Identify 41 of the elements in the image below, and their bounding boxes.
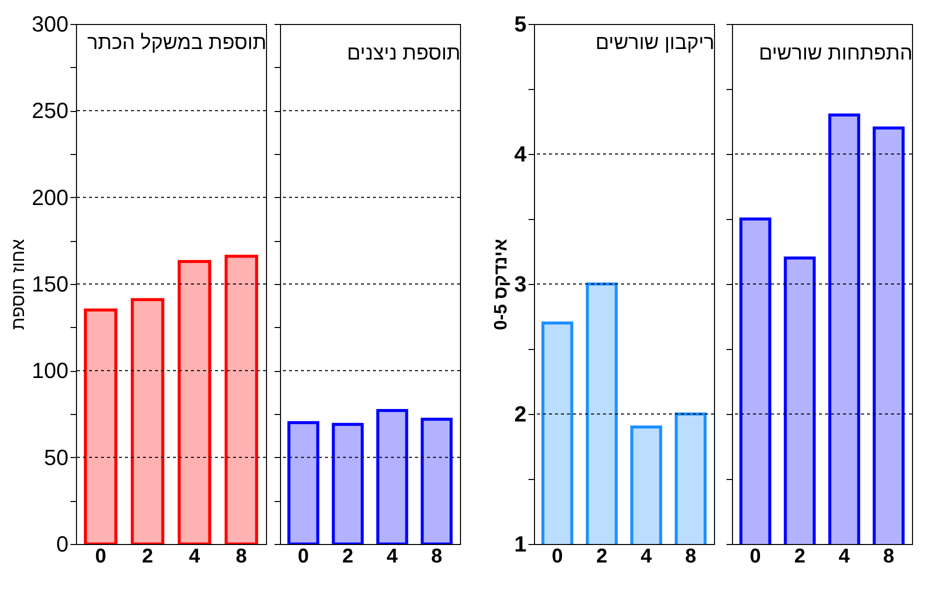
x-tick-label: 0 [298, 546, 309, 568]
y-axis-title: אחוז תוספת [8, 238, 28, 330]
y-tick-label: 250 [32, 98, 68, 124]
x-tick-label: 8 [883, 546, 894, 568]
y-tick-label: 50 [44, 444, 68, 470]
bar [287, 421, 320, 544]
bar [178, 260, 212, 544]
bar [420, 418, 453, 544]
y-tick-label: 1 [514, 532, 526, 556]
x-tick-label: 0 [95, 546, 106, 568]
x-tick-label: 4 [838, 546, 851, 568]
y-tick-label: 4 [514, 142, 528, 166]
x-tick-label: 8 [431, 546, 442, 568]
x-tick-label: 2 [596, 546, 608, 568]
x-tick-label: 0 [750, 546, 761, 568]
x-tick-label: 0 [552, 546, 563, 568]
chart-title: ריקבון שורשים [595, 32, 714, 54]
x-tick-label: 4 [188, 546, 201, 568]
bar [332, 422, 364, 544]
x-tick-label: 2 [342, 546, 354, 568]
y-tick-label: 300 [32, 12, 68, 36]
y-tick-label: 5 [514, 12, 526, 36]
x-tick-label: 8 [685, 546, 696, 568]
text: התפתחות שורשים [758, 42, 912, 64]
y-tick-label: 2 [514, 402, 526, 426]
bar [376, 409, 408, 544]
y-tick-label: 100 [32, 358, 68, 384]
x-tick-label: 2 [794, 546, 806, 568]
bar [130, 298, 164, 544]
y-tick-label: 150 [32, 272, 68, 296]
y-tick-label: 200 [32, 184, 68, 210]
x-tick-label: 4 [386, 546, 399, 568]
bar [84, 308, 118, 544]
x-tick-label: 2 [142, 546, 154, 568]
y-axis-title: אינדקס 0-5 [490, 238, 510, 330]
text: תוספת ניצנים [346, 42, 460, 64]
bar [224, 254, 258, 544]
x-tick-label: 8 [236, 546, 247, 568]
chart-title: תוספת במשקל הכתר [87, 32, 266, 54]
x-tick-label: 4 [640, 546, 653, 568]
y-tick-label: 3 [514, 272, 526, 296]
